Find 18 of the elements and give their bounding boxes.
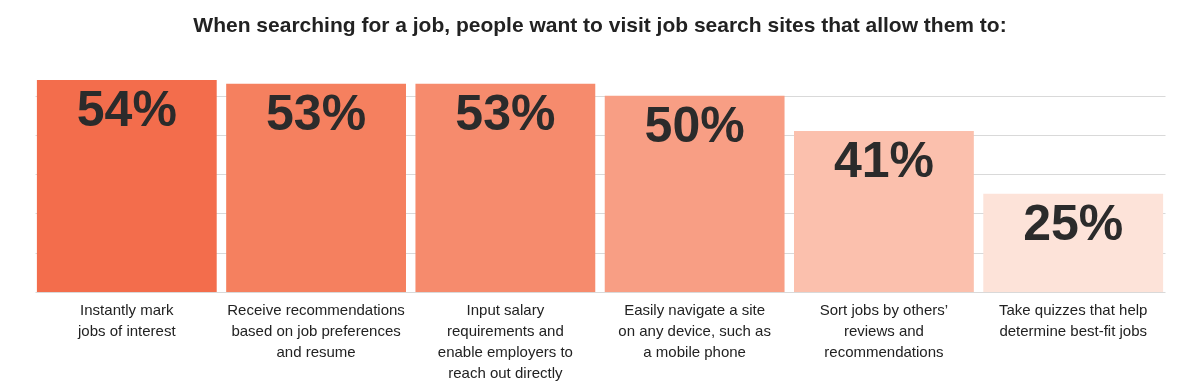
data-label: 53%	[455, 84, 556, 141]
data-label: 50%	[644, 96, 745, 153]
bar	[415, 83, 596, 292]
x-tick-label: Take quizzes that help determine best-fit jobs	[998, 300, 1148, 339]
data-label: 53%	[266, 84, 367, 141]
x-tick-label: Sort jobs by others’ reviews and recommendations	[819, 300, 949, 360]
bar	[794, 130, 974, 292]
data-label: 54%	[76, 80, 177, 137]
data-label: 41%	[833, 131, 934, 188]
x-tick-label: Instantly mark jobs of interest	[77, 300, 177, 339]
x-tick-label: Input salary requirements and enable employers to reach out directly	[437, 300, 573, 381]
bar	[226, 83, 406, 292]
x-tick-label: Easily navigate a site on any device, such as a mobile phone	[618, 300, 771, 360]
bar	[604, 95, 785, 292]
chart-title: When searching for a job, people want to visit job search sites that allow them to:	[193, 13, 1007, 36]
x-tick-label: Receive recommendations based on job preferences and resume	[227, 300, 405, 360]
bar	[36, 79, 217, 292]
data-label: 25%	[1023, 194, 1124, 251]
